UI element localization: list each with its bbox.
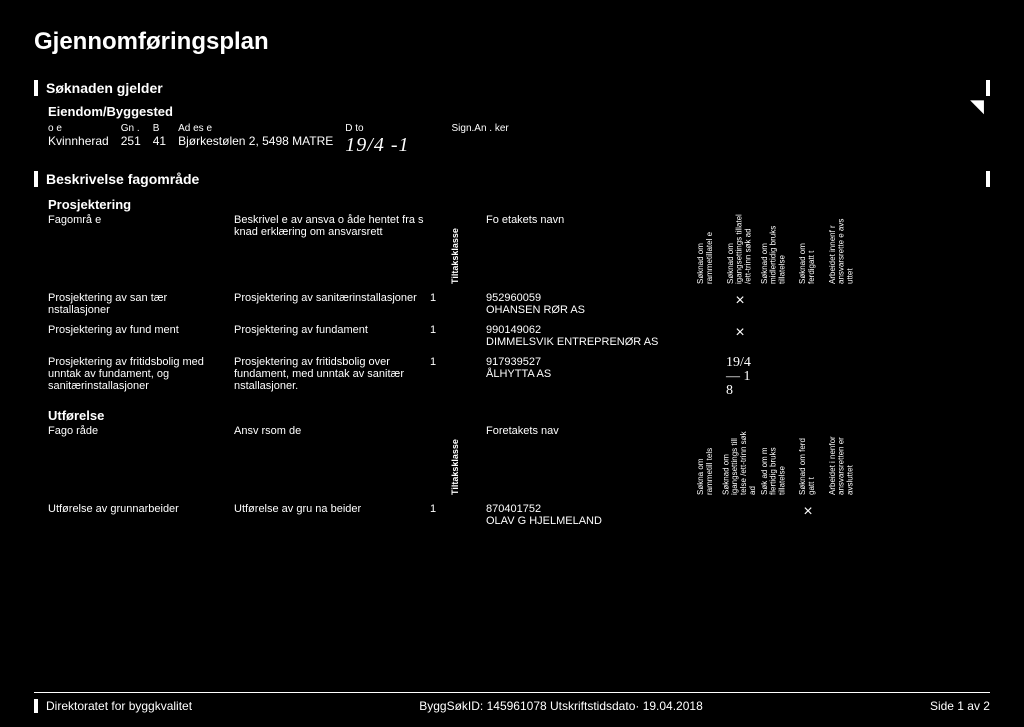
adresse-label: Ad es e (178, 123, 333, 134)
kommune-val: Kvinnherad (48, 134, 109, 148)
eiendom-row: o eKvinnherad Gn .251 B41 Ad es eBjørkes… (48, 123, 990, 157)
table-row: Prosjektering av san tær nstallasjonerPr… (48, 292, 990, 316)
gnr-label: Gn . (121, 123, 141, 134)
eiendom-label: Eiendom/Byggested (48, 104, 990, 119)
hdr-fag: Fagområ e (48, 214, 228, 226)
hdr-v2: Søknad om igangsettings tillatel /ett-tr… (726, 214, 754, 284)
footer-mid: ByggSøkID: 145961078 Utskriftstidsdato· … (419, 699, 703, 713)
hdr2-foretak: Foretakets nav (486, 425, 686, 437)
bnr-label: B (153, 123, 166, 134)
hdr2-v1: Søkna om rammetill tels (692, 425, 720, 495)
section-soknaden: Søknaden gjelder (34, 80, 990, 96)
section-beskrivelse: Beskrivelse fagområde (34, 171, 990, 187)
hdr-v5: Arbeidet innenf r ansvarsrette e avs utt… (828, 214, 856, 284)
adresse-val: Bjørkestølen 2, 5498 MATRE (178, 134, 333, 148)
prosjektering-table: Fagområ e Beskrivel e av ansva o åde hen… (48, 214, 990, 398)
footer-right: Side 1 av 2 (930, 699, 990, 713)
hdr2-v3: Søk ad om m flertidig bruks tillatelse (760, 425, 788, 495)
hdr2-tiltak: Tiltaksklasse (430, 425, 480, 495)
footer-left: Direktoratet for byggkvalitet (34, 699, 192, 713)
page-title: Gjennomføringsplan (34, 28, 990, 56)
prosjektering-title: Prosjektering (48, 197, 990, 212)
hdr2-v5: Arbeidet i nenfor ansvarsretten er avslu… (828, 425, 856, 495)
dato-label: D to (345, 123, 409, 134)
hdr-v1: Søknad om rammetillatel e (692, 214, 720, 284)
table-row: Utførelse av grunnarbeiderUtførelse av g… (48, 503, 990, 527)
dato-val: 19/4 -1 (345, 134, 409, 157)
hdr2-besk: Ansv rsom de (234, 425, 424, 437)
gnr-val: 251 (121, 134, 141, 148)
corner-mark: ◥ (970, 96, 984, 117)
hdr-tiltak: Tiltaksklasse (430, 214, 480, 284)
hdr-foretak: Fo etakets navn (486, 214, 686, 226)
sign-label: Sign.An . ker (452, 123, 509, 134)
table-row: Prosjektering av fund mentProsjektering … (48, 324, 990, 348)
hdr-v4: Søknad om ferdigatt t (794, 214, 822, 284)
hdr-v3: Søknad om midlertidig bruks tillatelse (760, 214, 788, 284)
hdr2-v2: Søknad om igangsettings till telse /ett-… (726, 425, 754, 495)
hdr-besk: Beskrivel e av ansva o åde hentet fra s … (234, 214, 424, 238)
kommune-label: o e (48, 123, 109, 134)
utforelse-table: Fago råde Ansv rsom de Tiltaksklasse For… (48, 425, 990, 527)
utforelse-title: Utførelse (48, 408, 990, 423)
footer: Direktoratet for byggkvalitet ByggSøkID:… (34, 692, 990, 713)
hdr2-v4: Søknad om ferd gatt t (794, 425, 822, 495)
hdr2-fag: Fago råde (48, 425, 228, 437)
table-row: Prosjektering av fritidsbolig med unntak… (48, 356, 990, 398)
bnr-val: 41 (153, 134, 166, 148)
